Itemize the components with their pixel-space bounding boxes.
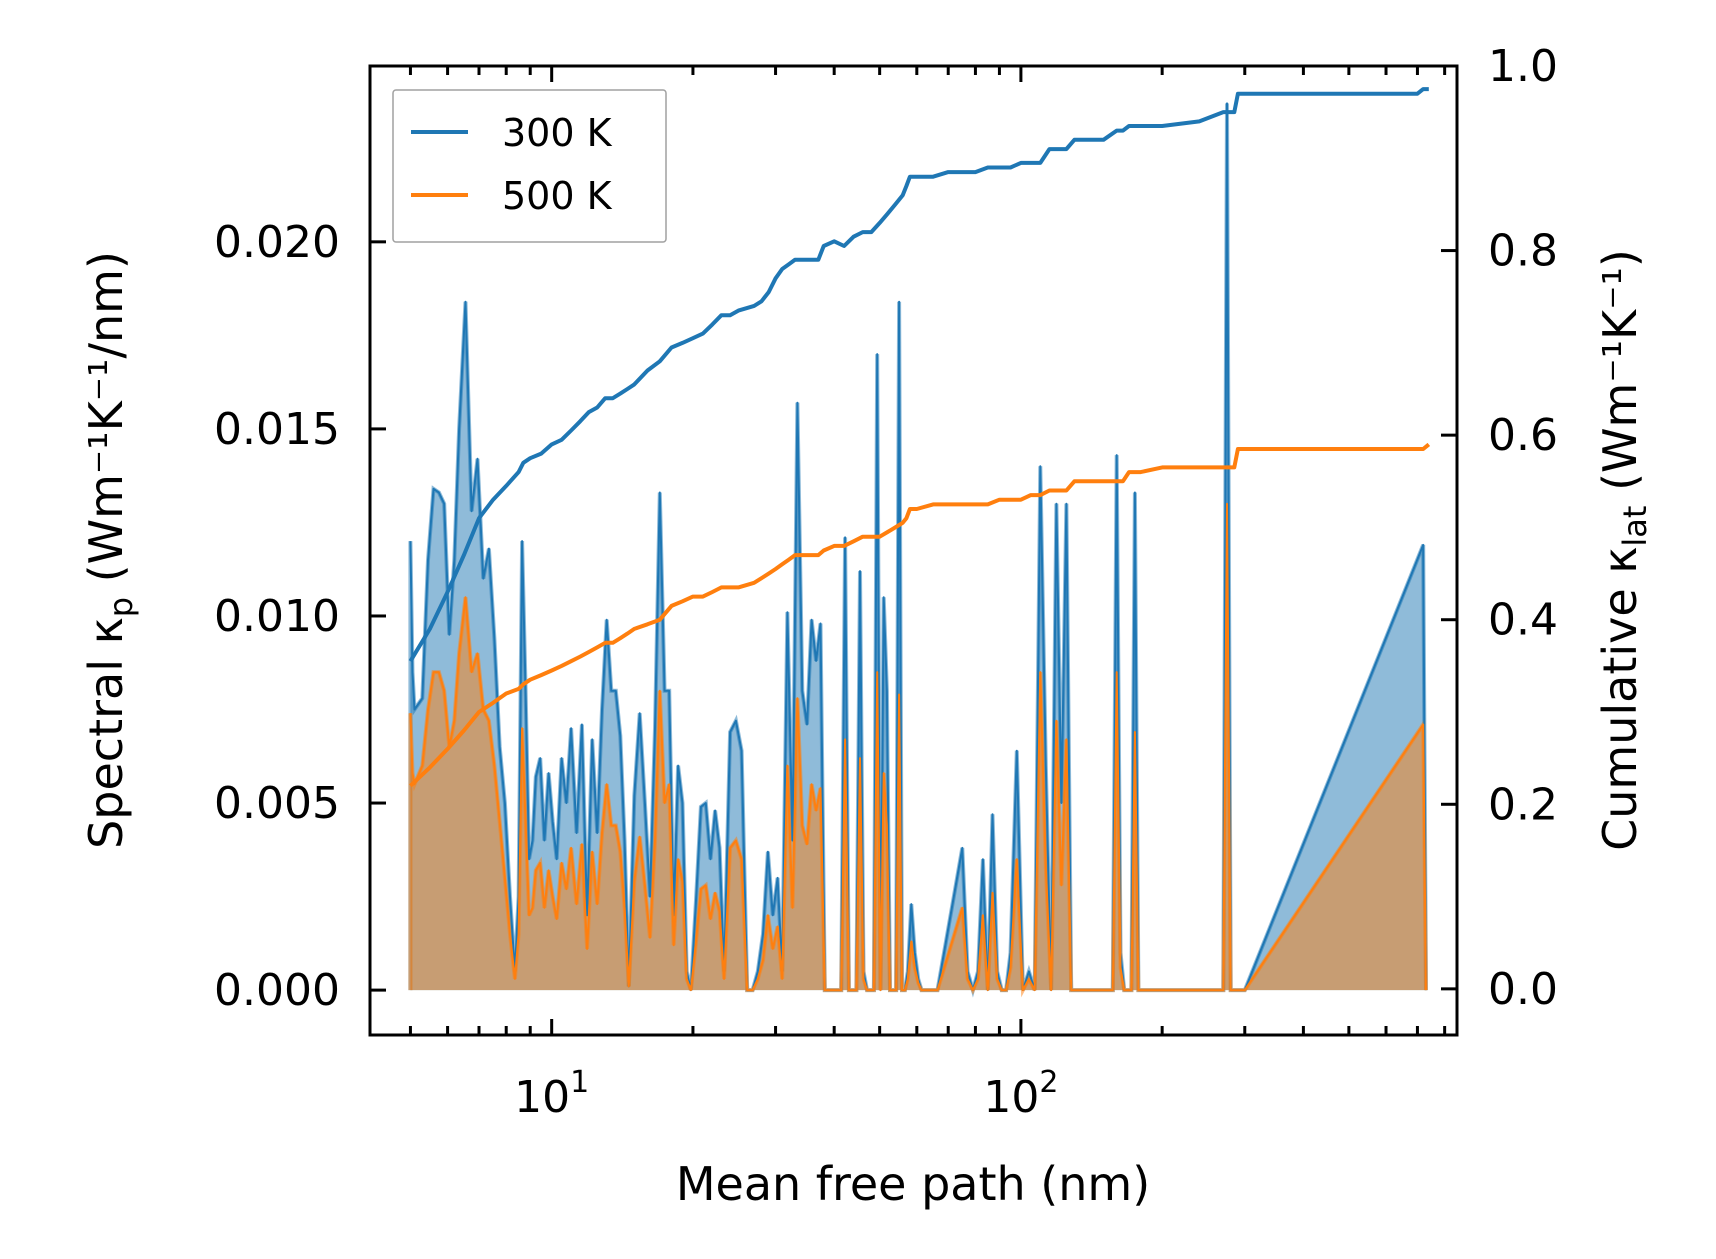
y-right-tick-label: 0.8 — [1488, 226, 1558, 277]
spectral-line-300k — [409, 102, 1427, 992]
y-left-tick-label: 0.015 — [214, 404, 340, 455]
y-right-axis-label: Cumulative κlat (Wm⁻¹K⁻¹) — [1593, 249, 1654, 851]
y-left-axis-label: Spectral κp (Wm⁻¹K⁻¹/nm) — [79, 251, 140, 849]
cumulative-line-500k — [409, 442, 1431, 788]
legend-frame — [392, 89, 667, 243]
y-right-tick-label: 0.4 — [1488, 595, 1558, 646]
series-lines — [408, 87, 1431, 992]
y-right-tick-label: 1.0 — [1488, 41, 1558, 92]
legend: 300 K 500 K — [392, 89, 667, 243]
legend-label-500k: 500 K — [502, 174, 613, 218]
y-left-tick-label: 0.010 — [214, 591, 340, 642]
y-left-tick-label: 0.005 — [214, 778, 340, 829]
y-right-tick-label: 0.0 — [1488, 964, 1558, 1015]
cumulative-line-300k — [408, 87, 1429, 663]
y-left-tick-label: 0.000 — [214, 965, 340, 1016]
y-right-tick-label: 0.6 — [1488, 410, 1558, 461]
x-tick-label-100: 102 — [983, 1065, 1058, 1123]
y-right-tick-label: 0.2 — [1488, 779, 1558, 830]
x-tick-label-10: 101 — [514, 1065, 589, 1123]
axis-ticks — [370, 64, 1457, 1035]
y-left-tick-label: 0.020 — [214, 217, 340, 268]
spectral-line-500k — [409, 502, 1427, 992]
axes-frame — [368, 64, 1459, 1037]
x-axis-label: Mean free path (nm) — [676, 1157, 1150, 1211]
legend-label-300k: 300 K — [502, 111, 613, 155]
